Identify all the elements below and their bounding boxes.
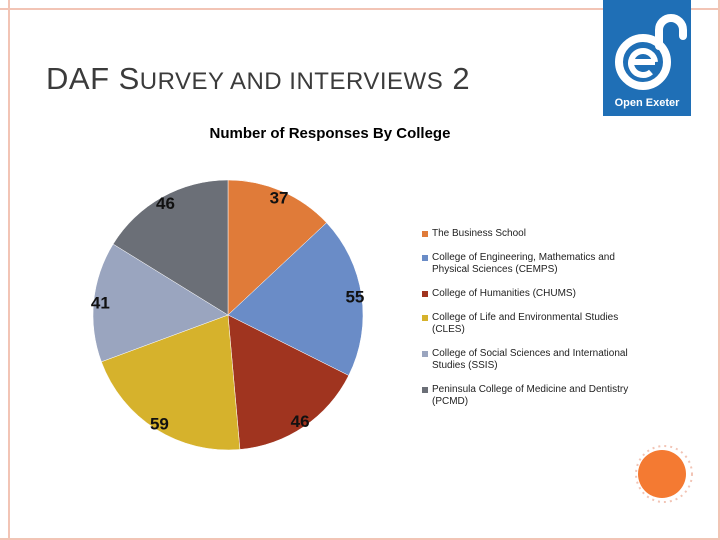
pie-slice <box>112 179 229 316</box>
legend-swatch <box>422 387 428 393</box>
legend-swatch <box>422 291 428 297</box>
legend-item: College of Social Sciences and Internati… <box>422 348 632 372</box>
legend-label: Peninsula College of Medicine and Dentis… <box>432 384 629 407</box>
legend-item: The Business School <box>422 228 632 240</box>
pie-slice <box>227 314 350 450</box>
pie-slice <box>101 314 241 451</box>
pie-data-label: 37 <box>270 188 289 207</box>
legend-item: College of Life and Environmental Studie… <box>422 312 632 336</box>
chart-legend: The Business School College of Engineeri… <box>422 228 632 420</box>
slide-title: DAF SURVEY AND INTERVIEWS 2 <box>46 61 471 96</box>
decorative-dotted-ring <box>635 445 693 503</box>
pie-data-label: 41 <box>91 293 110 312</box>
slide-border-left <box>8 0 10 540</box>
pie-slice <box>92 243 229 363</box>
slide-border-right <box>718 0 720 540</box>
pie-data-label: 46 <box>291 412 310 431</box>
chart-title: Number of Responses By College <box>209 125 451 142</box>
legend-label: The Business School <box>432 228 526 239</box>
logo-text: Open Exeter <box>615 97 681 109</box>
pie-data-label: 59 <box>150 414 169 433</box>
legend-swatch <box>422 351 428 357</box>
legend-swatch <box>422 315 428 321</box>
legend-item: College of Humanities (CHUMS) <box>422 288 632 300</box>
legend-label: College of Social Sciences and Internati… <box>432 348 628 371</box>
open-exeter-logo: Open Exeter <box>603 0 691 116</box>
legend-item: College of Engineering, Mathematics and … <box>422 252 632 276</box>
pie-chart: 37 55 46 59 41 46 <box>91 179 364 451</box>
legend-label: College of Life and Environmental Studie… <box>432 312 619 335</box>
legend-swatch <box>422 231 428 237</box>
legend-label: College of Humanities (CHUMS) <box>432 288 576 299</box>
pie-data-label: 55 <box>345 288 364 307</box>
decorative-orange-circle <box>638 450 686 498</box>
slide-border-bottom <box>0 538 720 540</box>
legend-item: Peninsula College of Medicine and Dentis… <box>422 384 632 408</box>
legend-label: College of Engineering, Mathematics and … <box>432 252 615 275</box>
pie-data-label: 46 <box>156 194 175 213</box>
legend-swatch <box>422 255 428 261</box>
slide-border-top <box>0 8 720 10</box>
pie-slice <box>227 179 327 316</box>
pie-slice <box>227 222 364 376</box>
